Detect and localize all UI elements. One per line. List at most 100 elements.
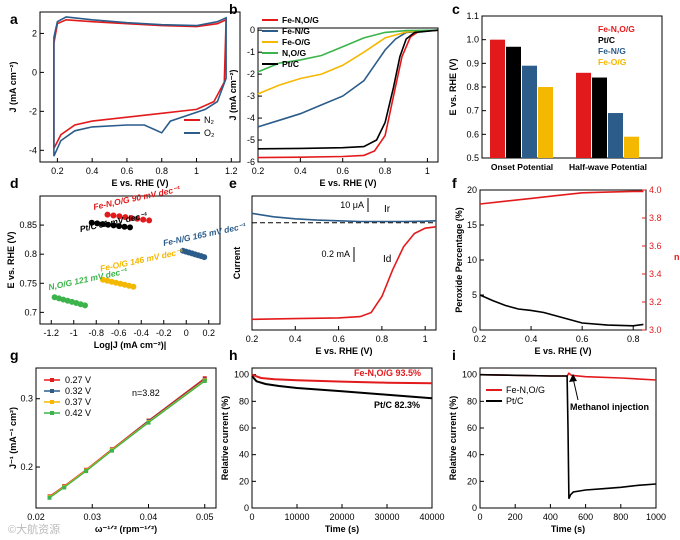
- panel-label-g: g: [10, 347, 19, 363]
- y-tick-label: 0: [250, 25, 255, 35]
- y-tick-label: 60: [239, 423, 249, 433]
- y-axis-label: J (mA cm⁻²): [8, 62, 18, 113]
- category-label: Half-wave Potential: [569, 162, 647, 172]
- x-tick-label: -0.2: [156, 328, 172, 338]
- series-line: [257, 29, 439, 150]
- y-tick-label: 0.5: [466, 153, 479, 163]
- panel-g: 0.02 0.03 0.04 0.05 0.2 0.3 ω⁻¹ᐟ² (rpm⁻¹ᐟ²) J⁻¹…: [8, 367, 217, 534]
- y-tick-label: 0.8: [24, 249, 37, 259]
- ring-scale-label: 10 μA: [340, 200, 364, 210]
- y-tick-label: 100: [462, 370, 477, 380]
- x-tick-label: 0.4: [525, 334, 538, 344]
- data-point: [105, 221, 112, 228]
- series-label: Fe-N,O/G 93.5%: [354, 368, 421, 378]
- x-tick-label: -0.6: [111, 328, 127, 338]
- y-tick-label: 20: [467, 476, 477, 486]
- panel-label-h: h: [229, 347, 238, 363]
- panel-b: 0.2 0.4 0.6 0.8 1 -6 -5 -4 -3 -2 -1 0 E vs. RHE (V) J…: [228, 15, 439, 188]
- x-tick-label: 400: [543, 512, 558, 522]
- y-tick-label: 0.7: [24, 307, 37, 317]
- y-tick-label: 0.75: [19, 278, 37, 288]
- series-line: [251, 373, 433, 385]
- series-line: [49, 380, 206, 499]
- panel-h: 0 10000 20000 30000 40000 0 20 40 60 80 100 Time (s…: [220, 367, 445, 534]
- y-tick-label: 0.85: [19, 220, 37, 230]
- y-tick-label: 0.2: [20, 462, 33, 472]
- plot-frame: [39, 195, 221, 325]
- x-tick-label: 0.8: [376, 334, 389, 344]
- y2-tick-label: 3.2: [649, 297, 662, 307]
- series-line: [479, 190, 644, 205]
- x-tick-label: 0.2: [51, 166, 64, 176]
- series-line: [479, 373, 657, 500]
- y-tick-label: 100: [234, 370, 249, 380]
- data-point: [47, 495, 52, 500]
- legend-label: 0.37 V: [65, 397, 91, 407]
- bar: [538, 87, 553, 158]
- data-point: [202, 378, 207, 383]
- x-tick-label: 600: [578, 512, 593, 522]
- y-tick-label: -4: [247, 113, 255, 123]
- x-tick-label: 0.2: [202, 328, 215, 338]
- category-label: Onset Potential: [491, 162, 553, 172]
- data-point: [88, 219, 95, 226]
- y-tick-label: 2: [32, 28, 37, 38]
- series-line: [251, 212, 437, 223]
- plot-frame: [479, 367, 657, 509]
- y-axis-label: E vs. RHE (V): [6, 231, 16, 288]
- y-tick-label: 80: [239, 396, 249, 406]
- legend-label: 0.27 V: [65, 375, 91, 385]
- data-point: [84, 469, 89, 474]
- panel-c: 0.5 0.6 0.7 0.8 0.9 1.0 1.1 E vs. RHE (V) Onset …: [448, 11, 663, 172]
- data-point: [134, 215, 141, 222]
- x-axis-label: ω⁻¹ᐟ² (rpm⁻¹ᐟ²): [95, 524, 157, 534]
- panel-label-c: c: [452, 1, 460, 17]
- data-point: [109, 448, 114, 453]
- series-line: [479, 294, 644, 327]
- x-tick-label: 1000: [646, 512, 666, 522]
- data-point: [116, 213, 123, 220]
- y-tick-label: 20: [239, 476, 249, 486]
- y-axis-label: E vs. RHE (V): [448, 58, 458, 115]
- data-point: [130, 283, 137, 290]
- x-tick-label: 0.6: [576, 334, 589, 344]
- panel-d: -1.2 -1 -0.8 -0.6 -0.4 -0.2 0 0.2 0.7 0.75 0.8 0.85…: [6, 184, 247, 350]
- legend-marker: [50, 400, 54, 404]
- legend-label: Fe-N/G: [598, 46, 626, 56]
- x-tick-label: 1: [194, 166, 199, 176]
- x-tick-label: 0.8: [155, 166, 168, 176]
- series-line: [53, 16, 227, 157]
- x-tick-label: 0.2: [474, 334, 487, 344]
- series-label: Pt/C 82.3%: [374, 400, 420, 410]
- panel-label-b: b: [229, 1, 238, 17]
- x-tick-label: 0.8: [379, 166, 392, 176]
- y-axis-label: Relative current (%): [448, 396, 458, 481]
- x-tick-label: 0.2: [252, 166, 265, 176]
- panel-label-a: a: [10, 11, 18, 27]
- data-point: [82, 302, 88, 309]
- x-tick-label: 0.4: [86, 166, 99, 176]
- plot-frame: [257, 27, 439, 163]
- y-tick-label: -4: [29, 145, 37, 155]
- annotation-arrow: [572, 377, 579, 401]
- legend-marker: [50, 411, 54, 415]
- y-tick-label: 40: [239, 450, 249, 460]
- legend-label: Pt/C: [506, 396, 524, 406]
- data-point: [104, 211, 111, 218]
- y-axis-label: Peroxide Percentage (%): [454, 207, 464, 313]
- x-tick-label: 1: [423, 334, 428, 344]
- data-point: [99, 221, 106, 228]
- y-tick-label: -1: [247, 47, 255, 57]
- y-axis-label: J (mA cm⁻²): [228, 70, 238, 121]
- data-point: [121, 223, 128, 230]
- y-tick-label: 0: [244, 503, 249, 513]
- plot-frame: [39, 11, 241, 163]
- data-point: [110, 212, 117, 219]
- y2-tick-label: 4.0: [649, 185, 662, 195]
- x-tick-label: -0.4: [133, 328, 149, 338]
- y-tick-label: 0.8: [466, 82, 479, 92]
- data-point: [146, 217, 153, 224]
- y-tick-label: -5: [247, 135, 255, 145]
- bar: [624, 136, 639, 158]
